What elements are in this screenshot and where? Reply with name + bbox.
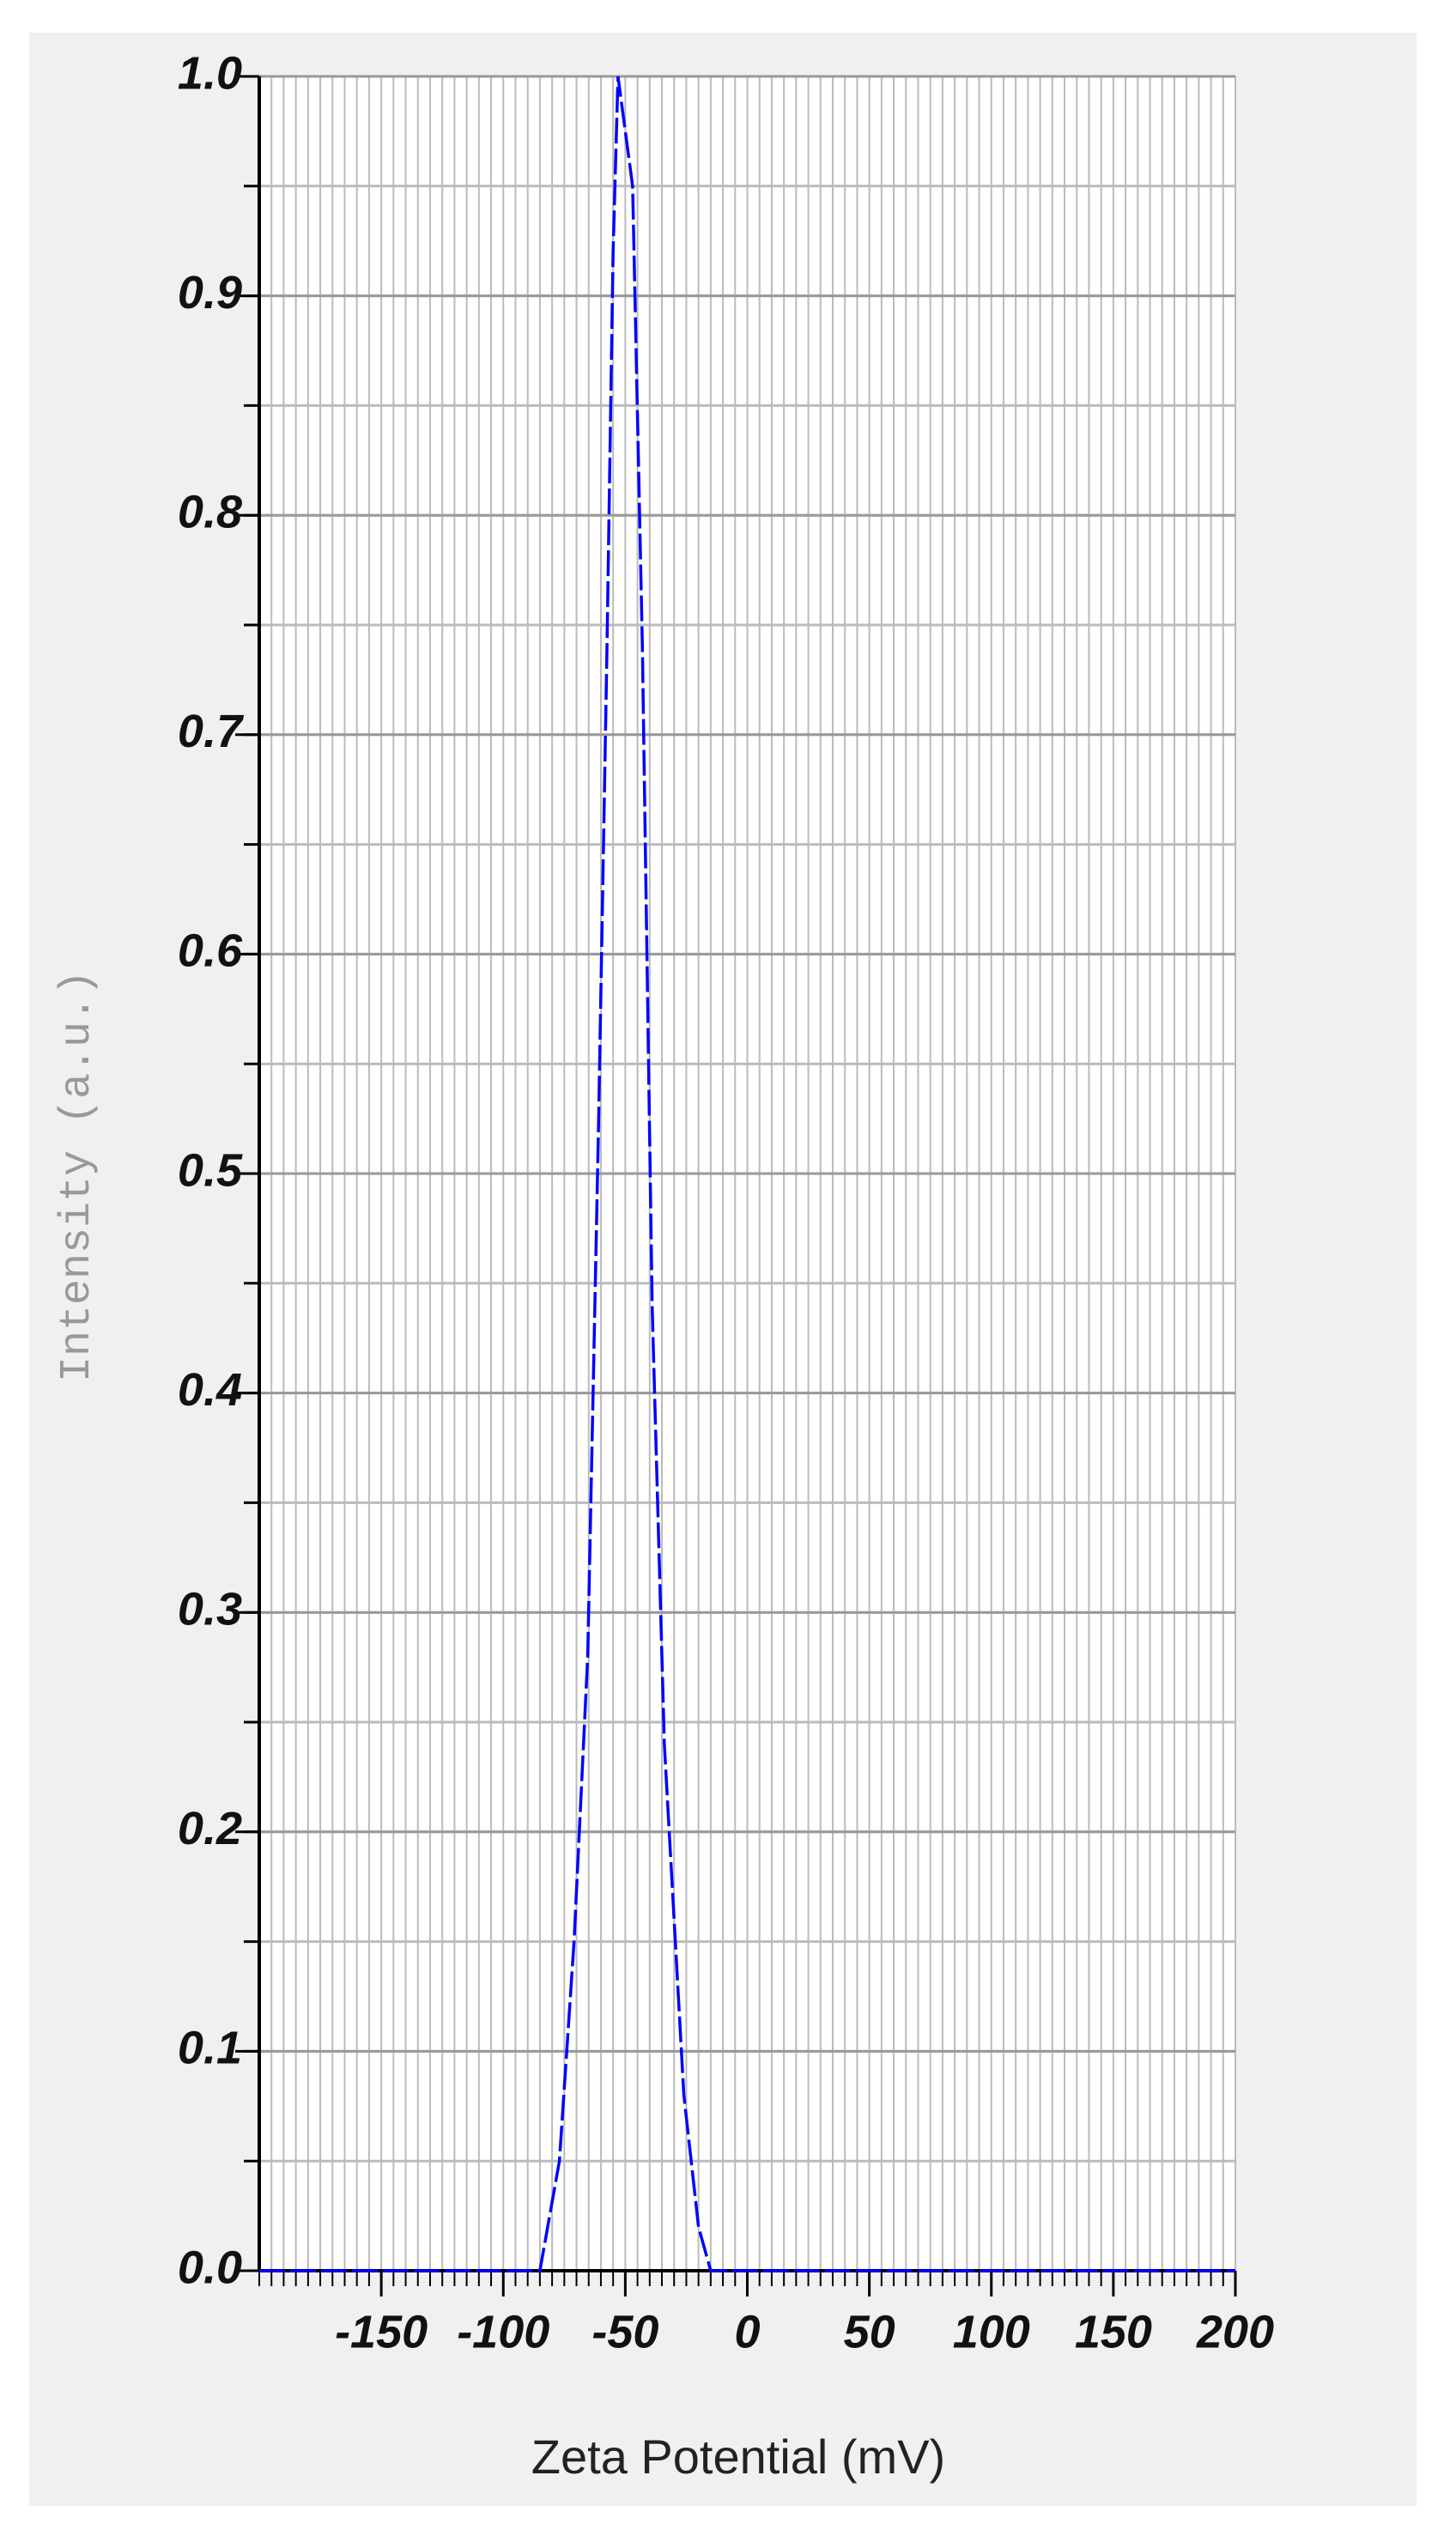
x-tick-label: 0 bbox=[734, 2306, 760, 2357]
y-tick-label: 0.9 bbox=[178, 267, 242, 319]
x-tick-label: 200 bbox=[1196, 2306, 1274, 2357]
y-tick-label: 0.2 bbox=[178, 1803, 242, 1854]
y-tick-label: 0.5 bbox=[178, 1144, 243, 1196]
x-tick-label: -100 bbox=[457, 2306, 549, 2357]
x-tick-label: -150 bbox=[335, 2306, 428, 2357]
y-tick-label: 0.6 bbox=[178, 925, 243, 977]
y-tick-label: 0.0 bbox=[178, 2242, 242, 2293]
x-tick-label: -50 bbox=[592, 2306, 658, 2357]
x-tick-label: 50 bbox=[844, 2306, 895, 2357]
y-tick-label: 0.4 bbox=[178, 1364, 242, 1416]
y-tick-label: 0.8 bbox=[178, 486, 242, 537]
x-axis-title: Zeta Potential (mV) bbox=[531, 2430, 945, 2484]
series-line bbox=[259, 76, 1235, 2272]
y-tick-label: 0.1 bbox=[178, 2023, 242, 2074]
x-tick-label: 150 bbox=[1075, 2306, 1152, 2357]
y-axis-title: Intensity (a.u.) bbox=[53, 970, 102, 1382]
y-tick-label: 0.3 bbox=[178, 1583, 242, 1635]
y-tick-label: 0.7 bbox=[178, 706, 245, 757]
y-tick-label: 1.0 bbox=[178, 47, 242, 99]
x-tick-label: 100 bbox=[953, 2306, 1030, 2357]
